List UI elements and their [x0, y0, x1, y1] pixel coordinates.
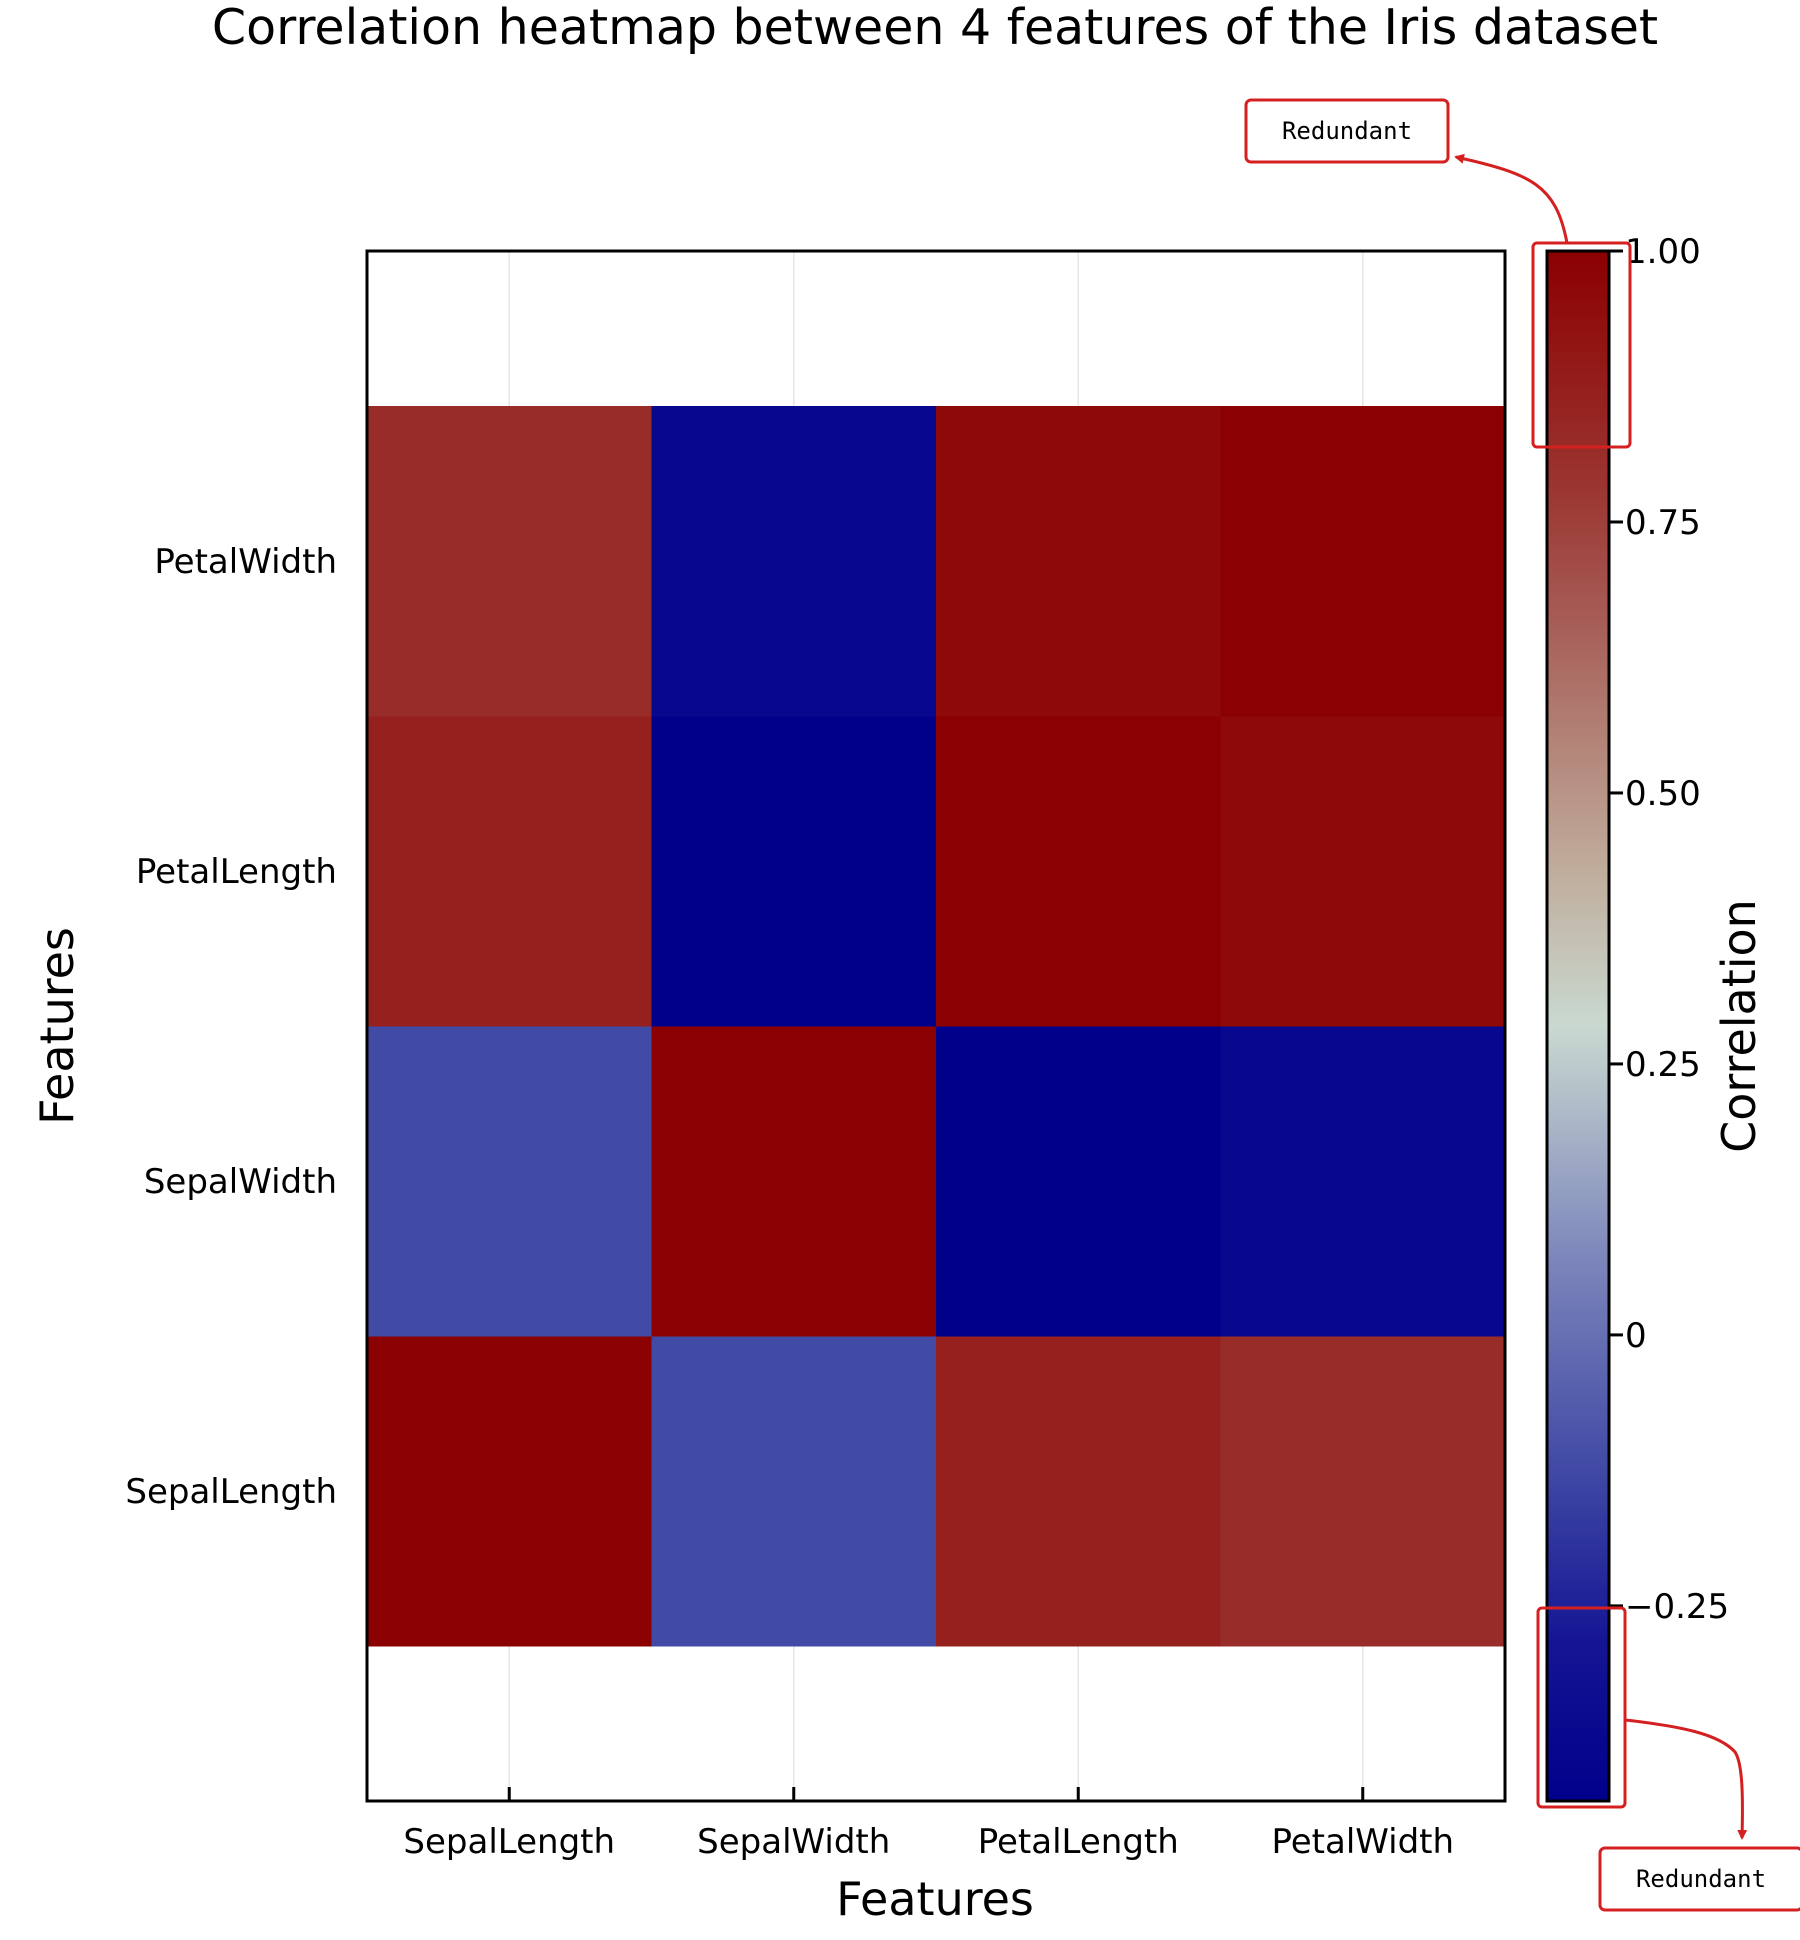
- y-axis-title: Features: [30, 927, 84, 1125]
- y-tick-labels: SepalLength SepalWidth PetalLength PetalWid…: [125, 542, 337, 1512]
- x-tick-label-SepalLength: SepalLength: [403, 1822, 615, 1862]
- x-tick-marks: [507, 1787, 1365, 1801]
- annotation-highlight-top: [1531, 241, 1632, 449]
- colorbar-tick-label-0: 1.00: [1625, 232, 1701, 272]
- heatmap-cell-SepalLength-PetalLength: [936, 1336, 1221, 1647]
- annotation-bottom: Redundant: [1536, 1606, 1800, 1912]
- x-axis-title: Features: [836, 1872, 1034, 1926]
- heatmap-cell-PetalWidth-SepalWidth: [651, 406, 937, 717]
- colorbar-tick-label-1: 0.75: [1625, 503, 1701, 543]
- heatmap-cell-SepalLength-SepalLength: [367, 1336, 652, 1647]
- heatmap-cell-SepalWidth-PetalLength: [936, 1026, 1221, 1337]
- y-tick-label-SepalLength: SepalLength: [125, 1472, 337, 1512]
- heatmap-cell-PetalWidth-SepalLength: [367, 406, 652, 717]
- heatmap-cell-PetalLength-SepalWidth: [651, 716, 937, 1027]
- colorbar-tick-label-3: 0.25: [1625, 1045, 1701, 1085]
- x-tick-label-PetalWidth: PetalWidth: [1271, 1822, 1454, 1862]
- annotation-top: Redundant: [1244, 98, 1632, 449]
- annotation-label-bottom: Redundant: [1636, 1865, 1766, 1893]
- colorbar-title: Correlation: [1712, 899, 1766, 1153]
- heatmap-cell-SepalWidth-SepalWidth: [651, 1026, 937, 1337]
- annotation-label-top: Redundant: [1282, 117, 1412, 145]
- annotation-arrow-bottom: [1624, 1718, 1748, 1840]
- colorbar-tick-label-5: −0.25: [1625, 1587, 1729, 1627]
- x-tick-labels: SepalLength SepalWidth PetalLength PetalWid…: [403, 1822, 1454, 1862]
- heatmap-cell-PetalLength-PetalLength: [936, 716, 1221, 1027]
- x-tick-label-PetalLength: PetalLength: [978, 1822, 1179, 1862]
- y-tick-label-SepalWidth: SepalWidth: [144, 1162, 337, 1202]
- y-tick-label-PetalLength: PetalLength: [136, 852, 337, 892]
- heatmap-cell-PetalLength-SepalLength: [367, 716, 652, 1027]
- heatmap-cells: [367, 406, 1506, 1647]
- chart-title: Correlation heatmap between 4 features o…: [212, 0, 1658, 56]
- colorbar-tick-label-2: 0.50: [1625, 774, 1701, 814]
- annotation-arrow-top: [1454, 153, 1569, 244]
- heatmap-cell-PetalWidth-PetalWidth: [1220, 406, 1506, 717]
- x-tick-label-SepalWidth: SepalWidth: [697, 1822, 890, 1862]
- heatmap-cell-SepalLength-PetalWidth: [1220, 1336, 1506, 1647]
- colorbar-ticks: 1.00 0.75 0.50 0.25 0 −0.25: [1609, 232, 1729, 1627]
- heatmap-cell-SepalWidth-SepalLength: [367, 1026, 652, 1337]
- plot-frame: [365, 249, 1507, 1803]
- annotation-box-top: [1244, 98, 1450, 164]
- heatmap-cell-PetalWidth-PetalLength: [936, 406, 1221, 717]
- annotation-box-bottom: [1598, 1846, 1800, 1912]
- heatmap-cell-SepalLength-SepalWidth: [651, 1336, 937, 1647]
- colorbar: [1545, 249, 1611, 1803]
- heatmap-cell-PetalLength-PetalWidth: [1220, 716, 1506, 1027]
- y-tick-label-PetalWidth: PetalWidth: [154, 542, 337, 582]
- annotation-highlight-bottom: [1536, 1606, 1627, 1809]
- heatmap-cell-SepalWidth-PetalWidth: [1220, 1026, 1506, 1337]
- colorbar-tick-label-4: 0: [1625, 1316, 1647, 1356]
